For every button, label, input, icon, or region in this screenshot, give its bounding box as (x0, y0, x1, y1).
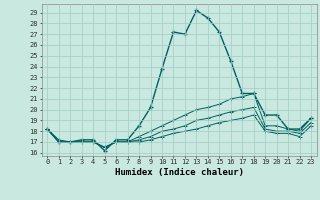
X-axis label: Humidex (Indice chaleur): Humidex (Indice chaleur) (115, 168, 244, 177)
